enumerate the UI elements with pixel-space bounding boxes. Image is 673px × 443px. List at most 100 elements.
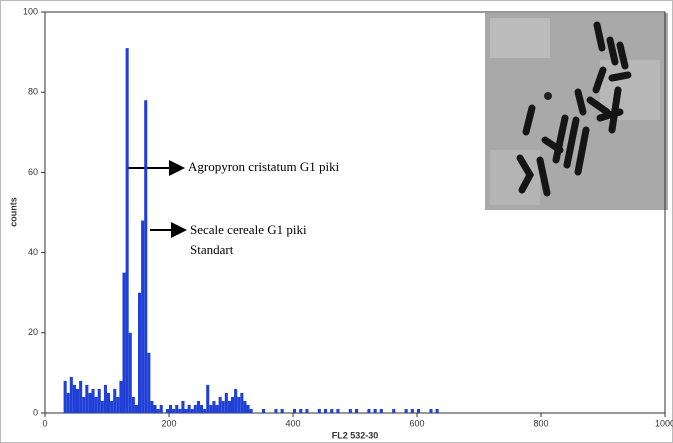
bar [131, 396, 135, 413]
bar [156, 408, 160, 413]
bar [218, 396, 222, 413]
bar [429, 408, 433, 413]
bar [435, 408, 439, 413]
annotation: Agropyron cristatum G1 piki [188, 159, 340, 174]
bar [76, 388, 80, 413]
bar [66, 392, 70, 413]
bar [113, 388, 117, 413]
y-tick-label: 0 [33, 407, 38, 417]
bar [379, 408, 383, 413]
bar [184, 408, 188, 413]
bar [392, 408, 396, 413]
bar [203, 408, 207, 413]
bar [172, 408, 176, 413]
bar [128, 332, 132, 413]
annotation: Standart [190, 242, 234, 257]
bar [240, 392, 244, 413]
bar [206, 384, 210, 413]
bar [317, 408, 321, 413]
bar [246, 404, 250, 413]
bar [122, 272, 126, 413]
bar [293, 408, 297, 413]
y-tick-label: 80 [28, 87, 38, 97]
micrograph [485, 13, 668, 210]
y-tick-label: 40 [28, 247, 38, 257]
bar [404, 408, 408, 413]
bar [373, 408, 377, 413]
bar [299, 408, 303, 413]
annotation: Secale cereale G1 piki [190, 222, 307, 237]
bar [193, 404, 197, 413]
bar [103, 384, 107, 413]
bar [97, 388, 101, 413]
x-axis-label: FL2 532-30 [332, 430, 379, 440]
bar [165, 408, 169, 413]
bar [159, 404, 163, 413]
bar [91, 388, 95, 413]
bar [110, 400, 114, 413]
bar [224, 392, 228, 413]
bar [79, 380, 83, 413]
bar [221, 400, 225, 413]
bar [227, 400, 231, 413]
bar [181, 400, 185, 413]
bar [63, 380, 67, 413]
bar [150, 400, 154, 413]
bar [116, 396, 120, 413]
bar [200, 404, 204, 413]
bar [94, 396, 98, 413]
bar [324, 408, 328, 413]
y-tick-label: 100 [23, 6, 38, 16]
bar [348, 408, 352, 413]
bar [355, 408, 359, 413]
bar [178, 408, 182, 413]
bar [169, 404, 173, 413]
bar [100, 400, 104, 413]
bar [234, 388, 238, 413]
bar [274, 408, 278, 413]
y-axis-label: counts [8, 197, 18, 227]
bar [196, 400, 200, 413]
x-tick-label: 800 [533, 418, 548, 428]
bar [85, 384, 89, 413]
bar [212, 400, 216, 413]
bar [262, 408, 266, 413]
bar [72, 384, 76, 413]
bar [187, 404, 191, 413]
bar [417, 408, 421, 413]
x-tick-label: 200 [161, 418, 176, 428]
bar [141, 220, 145, 413]
bar [249, 408, 253, 413]
bar [175, 404, 179, 413]
bar [88, 392, 92, 413]
bar [138, 292, 142, 413]
bar [125, 48, 129, 414]
bar [231, 396, 235, 413]
bar [153, 404, 157, 413]
bar [107, 392, 111, 413]
bar [305, 408, 309, 413]
bar [119, 380, 123, 413]
bar [82, 396, 86, 413]
y-tick-label: 60 [28, 167, 38, 177]
x-tick-label: 0 [42, 418, 47, 428]
bar [69, 376, 73, 413]
bar [134, 404, 138, 413]
bar [215, 404, 219, 413]
bar [330, 408, 334, 413]
bar [147, 352, 151, 413]
bar [237, 396, 241, 413]
bar [190, 408, 194, 413]
x-tick-label: 600 [409, 418, 424, 428]
bar [280, 408, 284, 413]
bar [243, 400, 247, 413]
x-tick-label: 1000 [655, 418, 673, 428]
bar [336, 408, 340, 413]
y-tick-label: 20 [28, 327, 38, 337]
bar [367, 408, 371, 413]
bar [410, 408, 414, 413]
bar [209, 404, 213, 413]
x-tick-label: 400 [285, 418, 300, 428]
bar [144, 100, 148, 413]
